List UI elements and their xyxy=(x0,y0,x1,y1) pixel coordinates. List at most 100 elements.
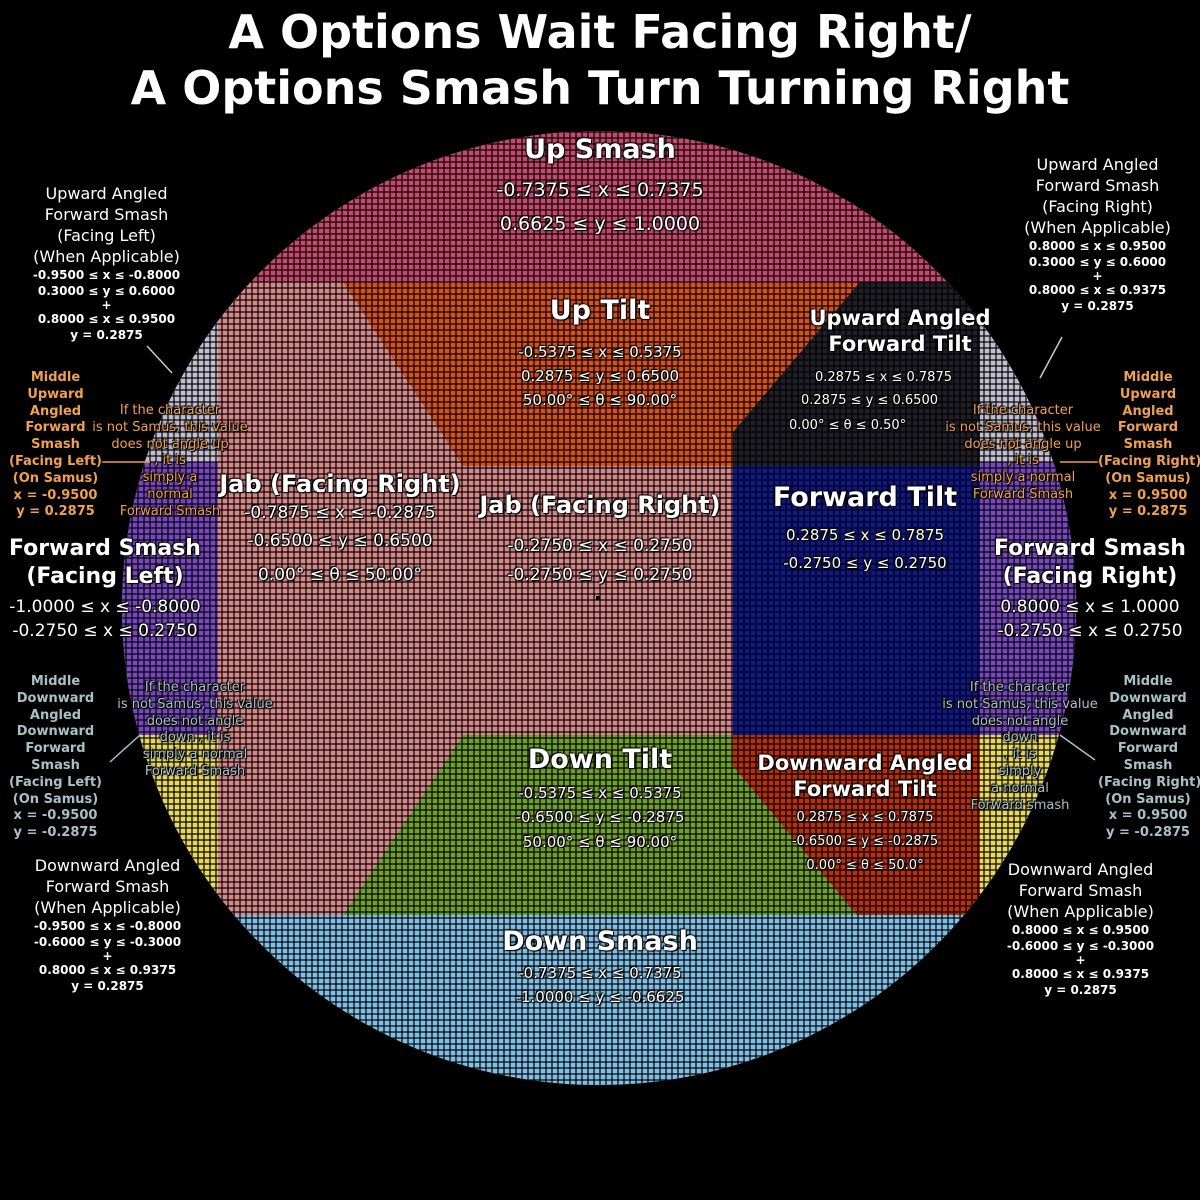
down-tilt-x: -0.5375 ≤ x ≤ 0.5375 xyxy=(518,784,682,802)
down-smash-x: -0.7375 ≤ x ≤ 0.7375 xyxy=(518,964,682,982)
upward-fsmash-right-note: Upward Angled Forward Smash (Facing Righ… xyxy=(1005,154,1190,314)
jab-center-x: -0.2750 ≤ x ≤ 0.2750 xyxy=(507,536,693,556)
samus-up-right-note: If the character is not Samus, this valu… xyxy=(938,403,1108,504)
note-value: 0.3000 ≤ y ≤ 0.6000 xyxy=(1028,255,1167,269)
forward-smash-left-line1: Forward Smash xyxy=(9,536,201,561)
downward-fsmash-right-note: Downward Angled Forward Smash (When Appl… xyxy=(988,859,1173,998)
note-line: Angled xyxy=(1122,707,1174,723)
note-value: y = 0.2875 xyxy=(16,504,95,520)
forward-smash-right-x: 0.8000 ≤ x ≤ 1.0000 xyxy=(1000,597,1180,617)
note-line: Forward xyxy=(25,741,86,757)
down-tilt-angle: 50.00° ≤ θ ≤ 90.00° xyxy=(522,833,678,851)
note-line: Smash xyxy=(31,437,80,453)
upward-angled-ftilt-line1: Upward Angled xyxy=(809,306,991,330)
note-line: (Facing Left) xyxy=(9,453,102,469)
title-line-2: A Options Smash Turn Turning Right xyxy=(130,61,1070,115)
note-line: simply a normal xyxy=(970,470,1076,486)
note-line: Upward Angled xyxy=(1036,155,1159,174)
note-value: x = 0.9500 xyxy=(1108,487,1188,503)
note-value: y = 0.2875 xyxy=(70,328,143,342)
upward-angled-ftilt-angle: 0.00° ≤ θ ≤ 0.50° xyxy=(789,418,907,433)
note-line: Downward Angled xyxy=(1007,860,1154,879)
note-value: 0.8000 ≤ x ≤ 0.9500 xyxy=(1011,923,1150,937)
note-value: 0.8000 ≤ x ≤ 0.9500 xyxy=(1028,239,1167,253)
note-line: Forward xyxy=(1117,741,1179,757)
forward-smash-right-line1: Forward Smash xyxy=(994,536,1186,561)
note-line: normal xyxy=(147,486,193,502)
pointer-line-middle-down-left xyxy=(109,734,141,763)
note-value: -0.9500 ≤ x ≤ -0.8000 xyxy=(32,268,181,282)
note-line: Middle xyxy=(30,674,81,689)
note-line: Downward Angled xyxy=(34,856,181,875)
up-tilt-name: Up Tilt xyxy=(549,295,651,326)
note-line: Smash xyxy=(1123,437,1173,453)
note-value: 0.8000 ≤ x ≤ 0.9375 xyxy=(1028,283,1167,297)
note-line: (Facing Right) xyxy=(1098,453,1200,469)
middle-downward-left-note: Middle Downward Angled Downward Forward … xyxy=(8,674,103,842)
note-line: is not Samus, this value xyxy=(945,419,1101,435)
note-line: Angled xyxy=(29,707,82,723)
note-line: Forward Smash xyxy=(1018,881,1143,900)
note-line: , it is xyxy=(1004,747,1036,763)
down-smash-label: Down Smash -0.7375 ≤ x ≤ 0.7375 -1.0000 … xyxy=(470,927,730,1009)
note-line: Forward Smash xyxy=(972,486,1074,502)
note-line: Downward xyxy=(16,690,95,706)
note-value: y = 0.2875 xyxy=(1061,299,1134,313)
note-line: (On Samus) xyxy=(12,470,99,486)
note-line: Middle xyxy=(1123,674,1173,689)
note-value: + xyxy=(101,298,112,312)
note-line: down , it is xyxy=(159,730,231,746)
note-line: simply a normal xyxy=(142,747,248,763)
upward-angled-ftilt-x: 0.2875 ≤ x ≤ 0.7875 xyxy=(815,370,952,385)
up-smash-label: Up Smash -0.7375 ≤ x ≤ 0.7375 0.6625 ≤ y… xyxy=(470,135,730,241)
downward-angled-ftilt-line2: Forward Tilt xyxy=(793,777,937,801)
note-line: (When Applicable) xyxy=(34,898,181,917)
note-line: Forward xyxy=(25,420,86,436)
down-smash-y: -1.0000 ≤ y ≤ -0.6625 xyxy=(515,988,685,1006)
note-line: a normal xyxy=(991,780,1049,796)
up-tilt-angle: 50.00° ≤ θ ≤ 90.00° xyxy=(522,391,678,409)
up-tilt-x: -0.5375 ≤ x ≤ 0.5375 xyxy=(518,343,682,361)
note-value: + xyxy=(1092,269,1103,283)
note-line: , it is xyxy=(154,453,186,469)
jab-center-y: -0.2750 ≤ y ≤ 0.2750 xyxy=(507,565,693,585)
note-line: Forward Smash xyxy=(44,205,169,224)
note-line: If the character xyxy=(119,403,221,418)
note-value: y = -0.2875 xyxy=(13,825,98,841)
title-line-1: A Options Wait Facing Right/ xyxy=(228,5,972,59)
note-line: Upward xyxy=(27,386,84,402)
note-value: x = -0.9500 xyxy=(13,808,98,824)
note-line: Angled xyxy=(1122,403,1174,419)
note-line: If the character xyxy=(969,680,1071,695)
upward-angled-ftilt-line2: Forward Tilt xyxy=(828,332,972,356)
note-line: Smash xyxy=(1123,757,1173,773)
forward-tilt-x: 0.2875 ≤ x ≤ 0.7875 xyxy=(785,526,945,544)
note-line: simply a xyxy=(142,470,198,486)
note-value: -0.9500 ≤ x ≤ -0.8000 xyxy=(33,919,182,933)
middle-upward-right-note: Middle Upward Angled Forward Smash (Faci… xyxy=(1098,370,1200,521)
center-dot xyxy=(596,596,600,600)
up-tilt-y: 0.2875 ≤ y ≤ 0.6500 xyxy=(520,367,680,385)
upward-angled-ftilt-y: 0.2875 ≤ y ≤ 0.6500 xyxy=(801,393,938,408)
note-value: 0.8000 ≤ x ≤ 0.9375 xyxy=(38,963,177,977)
note-line: (Facing Left) xyxy=(57,226,156,245)
downward-angled-ftilt-label: Downward Angled Forward Tilt 0.2875 ≤ x … xyxy=(750,750,980,878)
note-line: (Facing Left) xyxy=(9,774,102,790)
note-line: Angled xyxy=(29,403,82,419)
note-line: Upward Angled xyxy=(45,184,168,203)
note-line: Downward xyxy=(1109,690,1187,706)
note-line: Middle xyxy=(30,370,81,385)
note-line: (When Applicable) xyxy=(33,247,180,266)
forward-smash-left-y: -0.2750 ≤ x ≤ 0.2750 xyxy=(12,621,198,641)
note-value: x = -0.9500 xyxy=(13,487,98,503)
note-value: 0.8000 ≤ x ≤ 0.9375 xyxy=(1011,967,1150,981)
middle-upward-left-note: Middle Upward Angled Forward Smash (Faci… xyxy=(8,370,103,521)
note-line: Forward Smash xyxy=(45,877,170,896)
note-value: x = 0.9500 xyxy=(1108,808,1188,824)
forward-tilt-label: Forward Tilt 0.2875 ≤ x ≤ 0.7875 -0.2750… xyxy=(750,483,980,577)
note-line: Forward Smash xyxy=(1035,176,1160,195)
note-value: y = 0.2875 xyxy=(71,979,144,993)
page-title: A Options Wait Facing Right/ A Options S… xyxy=(0,4,1200,116)
note-line: (When Applicable) xyxy=(1024,218,1171,237)
